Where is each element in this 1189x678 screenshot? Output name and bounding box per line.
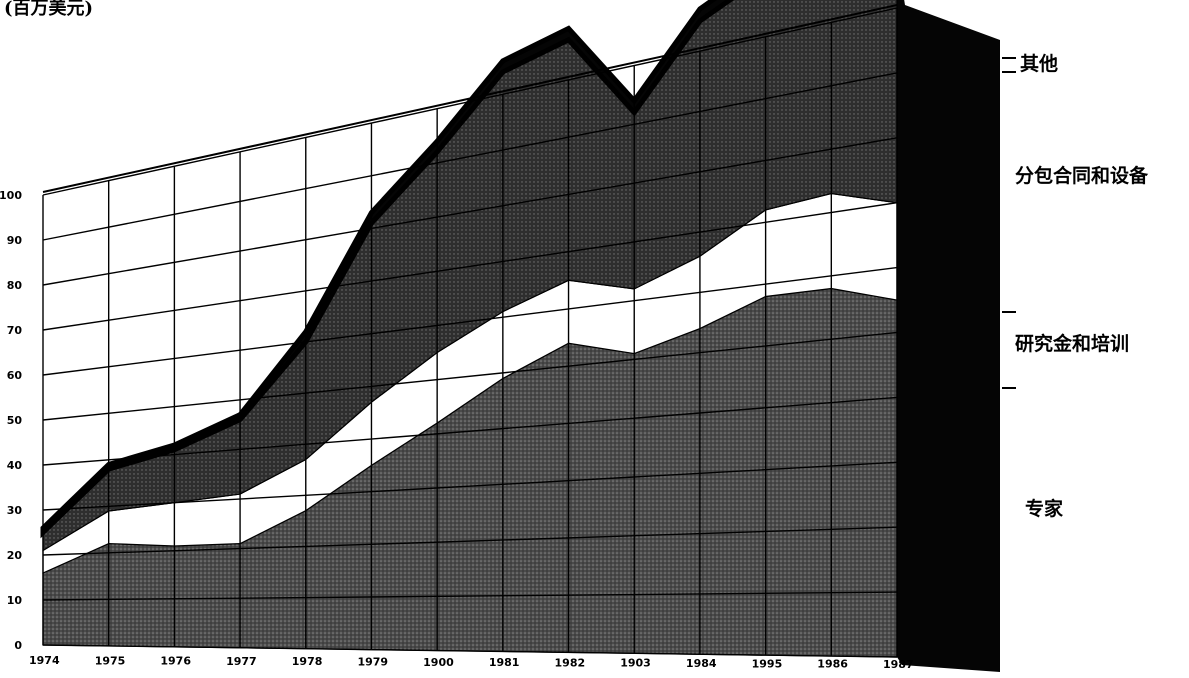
x-tick-label: 1987 (883, 658, 914, 671)
x-tick-label: 1976 (160, 655, 191, 668)
x-tick-label: 1986 (817, 658, 848, 671)
x-tick-label: 1982 (555, 656, 586, 669)
y-tick-label: 0 (14, 639, 22, 652)
grid-h-line (42, 591, 898, 601)
grid-h-line (42, 266, 898, 376)
chart-side-face (897, 0, 1000, 672)
grid-h-line (42, 396, 898, 466)
y-tick-label: 80 (7, 279, 23, 292)
x-tick-label: 1975 (95, 654, 126, 667)
x-tick-label: 1978 (292, 655, 323, 668)
x-tick-label: 1981 (489, 656, 520, 669)
y-tick-label: 30 (7, 504, 23, 517)
grid-h-line (42, 526, 898, 556)
series-areas (40, 0, 898, 658)
y-tick-label: 10 (7, 594, 23, 607)
grid-h-line (42, 202, 898, 331)
y-tick-label: 60 (7, 369, 23, 382)
grid-h-line (42, 7, 898, 196)
x-tick-label: 1900 (423, 656, 454, 669)
x-tick-label: 1995 (752, 657, 783, 670)
y-tick-label: 90 (7, 234, 23, 247)
grid-h-line (42, 331, 898, 421)
grid-h-line (42, 137, 898, 286)
y-tick-label: 70 (7, 324, 23, 337)
top-caption-fragment: (百万美元) (4, 0, 93, 19)
y-tick-labels: 0 10 20 30 40 50 60 70 80 90 100 (0, 189, 22, 652)
y-tick-label: 50 (7, 414, 23, 427)
y-tick-label: 20 (7, 549, 23, 562)
grid-h-line (42, 644, 898, 658)
grid-top-rail (42, 4, 898, 193)
legend-label-4: 其他 (1020, 52, 1058, 75)
x-tick-label: 1974 (29, 654, 60, 667)
area-series-4 (40, 0, 735, 539)
grid-lines (42, 4, 898, 658)
grid-h-line (42, 72, 898, 241)
legend-label-1: 专家 (1025, 497, 1064, 520)
x-tick-labels: 1974 1975 1976 1977 1978 1979 1900 1981 1982 1903… (29, 654, 914, 671)
x-tick-label: 1979 (357, 656, 388, 669)
x-tick-label: 1903 (620, 657, 651, 670)
grid-h-line (42, 461, 898, 511)
x-tick-label: 1977 (226, 655, 257, 668)
legend-label-3: 分包合同和设备 (1015, 164, 1149, 187)
y-tick-label: 40 (7, 459, 23, 472)
x-tick-label: 1984 (686, 657, 717, 670)
y-tick-label: 100 (0, 189, 22, 202)
legend-label-2: 研究金和培训 (1015, 332, 1129, 355)
side-face-block (897, 0, 1000, 672)
